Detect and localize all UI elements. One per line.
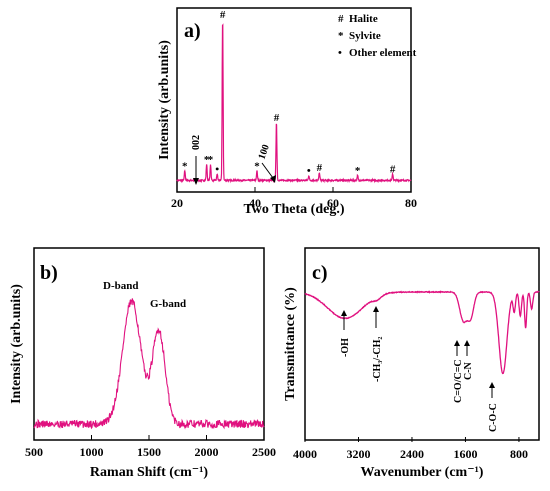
panel-c-x-ticks: 4000 3200 2400 1600 800 — [293, 437, 528, 461]
panel-b-x-ticks: 500 1000 1500 2000 2500 — [25, 435, 276, 459]
panel-c-xlabel: Wavenumber (cm⁻¹) — [361, 465, 484, 480]
panel-a: 20 40 60 80 ***•#*#• # * # a) Two Theta (deg.)… — [157, 7, 417, 217]
panel-c-tick-label: 1600 — [453, 447, 477, 461]
panel-b: 500 1000 1500 2000 2500 b) D-band G-band Ram… — [9, 247, 276, 480]
panel-a-legend: # Halite * Sylvite • Other element — [338, 13, 417, 59]
panel-a-frame — [176, 7, 412, 193]
panel-a-ylabel: Intensity (arb.units) — [157, 40, 172, 160]
d-band-label: D-band — [103, 280, 138, 292]
assignment-co-cc-label: C=O/C=C — [453, 359, 464, 403]
assignment-co-cc: C=O/C=C — [453, 340, 464, 403]
panel-a-peak-marker: • — [215, 164, 219, 176]
panel-c-tick-label: 2400 — [400, 447, 424, 461]
panel-a-tick-label: 40 — [249, 196, 261, 210]
panel-c-tick-label: 800 — [510, 447, 528, 461]
annotation-002-text: 002 — [191, 135, 202, 150]
panel-b-tick-label: 1000 — [80, 445, 104, 459]
panel-c: 4000 3200 2400 1600 800 c) Wavenumber (cm⁻¹)… — [283, 247, 540, 480]
assignment-oh-label: -OH — [340, 338, 351, 357]
panel-a-peak-marker: • — [307, 165, 311, 177]
assignment-cn: C-N — [463, 340, 474, 380]
assignment-ch: -CH₃/-CH₂ — [372, 306, 383, 382]
panel-a-tick-label: 80 — [405, 196, 417, 210]
legend-symbol-halite: # — [338, 13, 344, 25]
panel-a-peak-marker: # — [390, 164, 396, 176]
panel-b-frame — [33, 247, 265, 441]
g-band-label: G-band — [150, 298, 186, 310]
assignment-oh-arrowhead — [341, 310, 347, 316]
assignment-coc-label: C-O-C — [488, 403, 499, 432]
panel-a-peak-marker: * — [355, 165, 361, 177]
panel-b-tick-label: 1500 — [137, 445, 161, 459]
panel-a-tick-label: 60 — [327, 196, 339, 210]
panel-a-peak-marker: # — [220, 9, 226, 21]
panel-c-tick-label: 3200 — [346, 447, 370, 461]
panel-a-peak-marker: * — [182, 160, 188, 172]
annotation-100-arrowhead — [270, 175, 276, 183]
panel-a-xlabel: Two Theta (deg.) — [244, 202, 345, 217]
annotation-002-arrowhead — [193, 178, 199, 185]
assignment-coc-arrowhead — [489, 382, 495, 388]
panel-b-series-line — [33, 298, 265, 430]
panel-a-x-ticks: 20 40 60 80 — [171, 187, 417, 210]
panel-b-xlabel: Raman Shift (cm⁻¹) — [90, 465, 208, 480]
panel-a-tick-label: 20 — [171, 196, 183, 210]
legend-label-sylvite: Sylvite — [349, 30, 381, 42]
annotation-100-arrow — [261, 162, 274, 179]
legend-label-other: Other element — [349, 47, 417, 59]
panel-b-ylabel: Intensity (arb.units) — [9, 284, 24, 404]
panel-b-tick-label: 500 — [25, 445, 43, 459]
legend-symbol-other: • — [338, 47, 342, 59]
assignment-co-cc-arrowhead — [454, 340, 460, 346]
panel-b-letter: b) — [40, 262, 58, 284]
panel-a-peak-marker: * — [204, 154, 210, 166]
panel-a-peak-marker: # — [317, 162, 323, 174]
panel-c-frame — [304, 247, 540, 441]
annotation-100: 100 — [256, 143, 276, 183]
legend-symbol-sylvite: * — [338, 30, 344, 42]
panel-c-series-line — [304, 290, 540, 375]
panel-a-peak-marker: * — [254, 160, 260, 172]
panel-b-tick-label: 2000 — [195, 445, 219, 459]
panel-a-peak-markers: ***•#*#• # * # — [182, 9, 396, 177]
panel-a-peak-marker: * — [208, 154, 214, 166]
panel-c-letter: c) — [312, 262, 328, 284]
assignment-cn-label: C-N — [463, 361, 474, 380]
assignment-ch-arrowhead — [373, 306, 379, 312]
panel-a-peak-marker: # — [274, 112, 280, 124]
assignment-ch-label: -CH₃/-CH₂ — [372, 337, 383, 382]
panel-a-letter: a) — [184, 20, 201, 42]
annotation-100-text: 100 — [256, 143, 271, 161]
assignment-oh: -OH — [340, 310, 351, 357]
assignment-cn-arrowhead — [464, 340, 470, 346]
legend-label-halite: Halite — [349, 13, 378, 25]
panel-b-tick-label: 2500 — [252, 445, 276, 459]
panel-a-series-line — [176, 23, 412, 184]
panel-c-ylabel: Transmittance (%) — [283, 287, 298, 401]
annotation-002: 002 — [191, 135, 202, 185]
assignment-coc: C-O-C — [488, 382, 499, 432]
panel-c-tick-label: 4000 — [293, 447, 317, 461]
